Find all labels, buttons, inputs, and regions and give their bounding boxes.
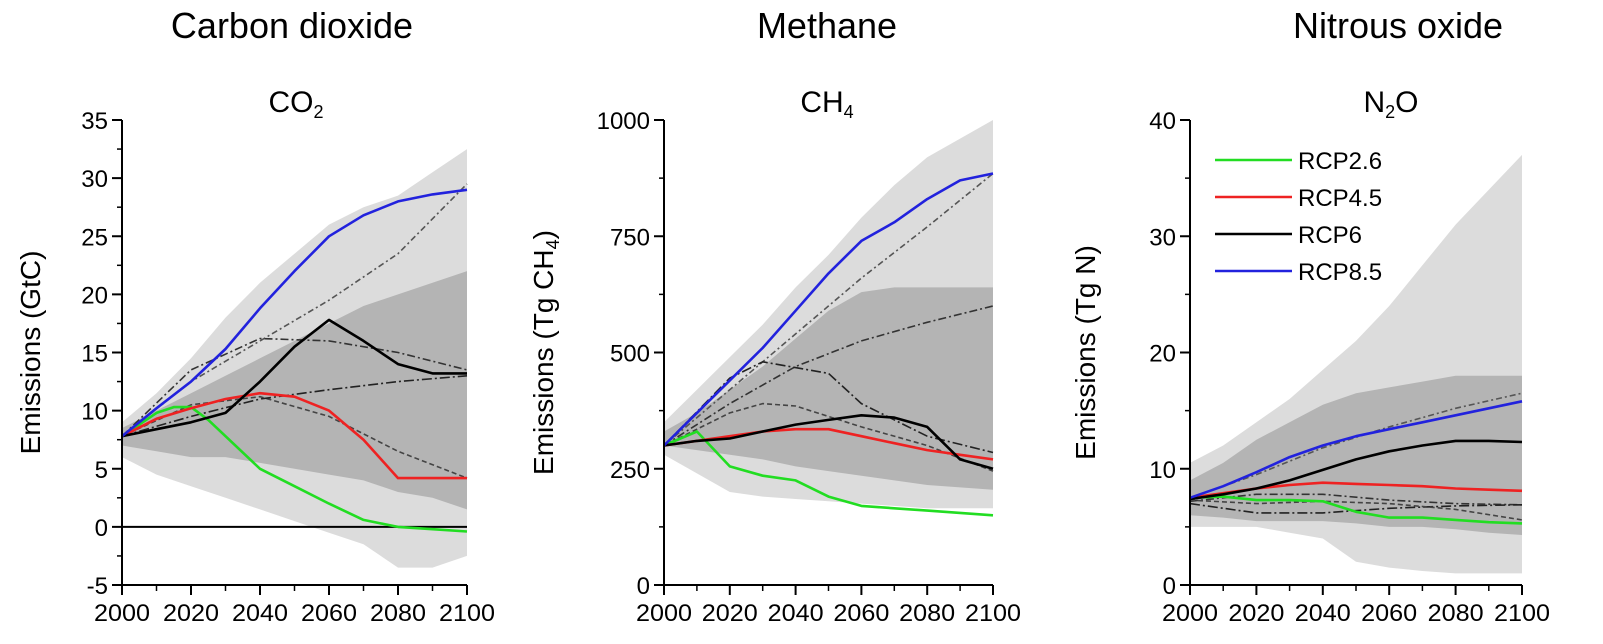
y-tick-label: 20 <box>81 282 108 309</box>
legend-label: RCP2.6 <box>1298 148 1382 175</box>
x-tick-label: 2060 <box>833 600 889 627</box>
y-tick-label: 0 <box>95 515 108 542</box>
series-line-rcp4-5 <box>121 391 467 480</box>
x-tick-label: 2040 <box>768 600 824 627</box>
legend-label: RCP8.5 <box>1298 259 1382 286</box>
chart-title: Carbon dioxide <box>171 5 413 46</box>
x-tick-label: 2080 <box>1428 600 1484 627</box>
y-tick-label: 0 <box>1163 573 1176 600</box>
y-tick-label: 250 <box>610 457 650 484</box>
x-tick-label: 2020 <box>1228 600 1284 627</box>
legend-label: RCP6 <box>1298 222 1362 249</box>
x-tick-label: 2020 <box>702 600 758 627</box>
chart-subtitle: CH4 <box>800 86 853 122</box>
y-axis-label: Emissions (Tg N) <box>1070 245 1101 460</box>
y-tick-label: 0 <box>637 573 650 600</box>
series-line-rcp8-5 <box>121 188 468 438</box>
y-axis-label: Emissions (Tg CH4) <box>528 230 563 475</box>
series-line-reference-5 <box>1189 392 1523 499</box>
x-tick-label: 2100 <box>439 600 495 627</box>
legend-label: RCP4.5 <box>1298 185 1382 212</box>
series-line-rcp6 <box>663 413 994 471</box>
y-tick-label: 500 <box>610 341 650 368</box>
y-tick-label: 25 <box>81 224 108 251</box>
uncertainty-band-2 <box>664 287 993 490</box>
chart-subtitle: CO2 <box>268 86 323 122</box>
y-tick-label: -5 <box>87 573 108 600</box>
chart-title: Methane <box>757 5 897 46</box>
series-line-rcp8-5 <box>1189 400 1523 500</box>
chart-panel-3: Nitrous oxide N2O Emissions (Tg N) 0 10 20 30 4… <box>1070 5 1550 627</box>
chart-panel-1: Carbon dioxide CO2 Emissions (GtC) -5 0 5 10 15… <box>15 5 495 627</box>
uncertainty-band-2 <box>122 271 467 510</box>
series-line-reference-5 <box>663 172 994 447</box>
series-line-reference-6 <box>121 337 468 437</box>
x-tick-label: 2020 <box>163 600 219 627</box>
legend: RCP2.6 RCP4.5 RCP6 RCP8.5 <box>1215 148 1382 286</box>
series-line-reference-6 <box>663 305 994 447</box>
series-line-reference-6 <box>1189 493 1523 506</box>
x-tick-label: 2000 <box>636 600 692 627</box>
y-tick-label: 1000 <box>597 108 650 135</box>
x-tick-label: 2100 <box>1494 600 1550 627</box>
x-tick-label: 2100 <box>965 600 1021 627</box>
x-tick-label: 2040 <box>232 600 288 627</box>
y-tick-label: 10 <box>1149 457 1176 484</box>
y-tick-label: 40 <box>1149 108 1176 135</box>
series-line-reference-8 <box>121 375 468 437</box>
series-line-rcp8-5 <box>663 172 994 447</box>
y-tick-label: 10 <box>81 399 108 426</box>
x-tick-label: 2080 <box>899 600 955 627</box>
series-line-rcp2-6 <box>121 405 468 533</box>
x-tick-label: 2060 <box>1361 600 1417 627</box>
y-tick-label: 5 <box>95 457 108 484</box>
x-tick-label: 2000 <box>94 600 150 627</box>
uncertainty-band-2 <box>1190 375 1522 535</box>
y-tick-label: 15 <box>81 341 108 368</box>
x-tick-label: 2000 <box>1162 600 1218 627</box>
y-tick-label: 30 <box>1149 224 1176 251</box>
series-line-reference-8 <box>663 402 994 472</box>
series-line-reference-7 <box>121 395 468 479</box>
series-line-rcp4-5 <box>663 427 994 461</box>
x-tick-label: 2040 <box>1295 600 1351 627</box>
chart-title: Nitrous oxide <box>1293 5 1503 46</box>
series-line-rcp2-6 <box>1189 495 1523 525</box>
series-line-rcp6 <box>121 318 467 438</box>
series-line-reference-7 <box>663 360 994 454</box>
series-line-rcp2-6 <box>663 430 994 517</box>
y-axis-label: Emissions (GtC) <box>15 251 46 455</box>
y-tick-label: 750 <box>610 224 650 251</box>
x-tick-label: 2060 <box>301 600 357 627</box>
x-tick-label: 2080 <box>370 600 426 627</box>
y-tick-label: 30 <box>81 166 108 193</box>
y-tick-label: 35 <box>81 108 108 135</box>
chart-panel-2: Methane CH4 Emissions (Tg CH4) 0 250 500 750 10… <box>528 5 1021 627</box>
y-tick-label: 20 <box>1149 341 1176 368</box>
chart-subtitle: N2O <box>1363 86 1418 122</box>
series-line-rcp6 <box>1189 439 1523 501</box>
